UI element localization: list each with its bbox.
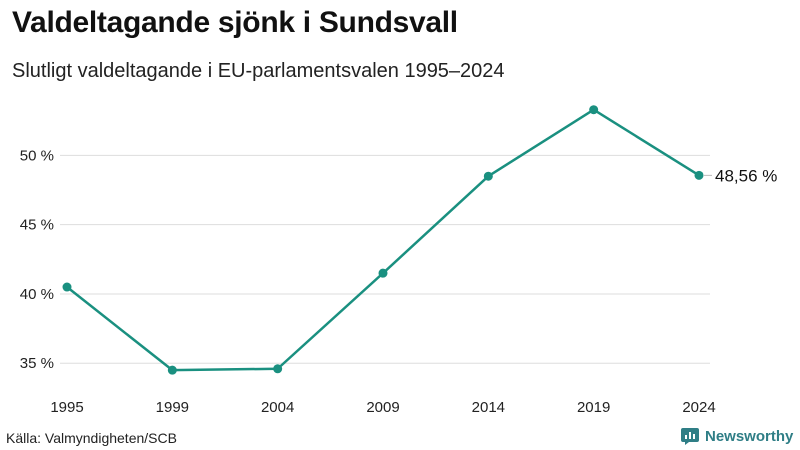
x-tick-label: 2019 [577,399,610,416]
data-point [589,105,599,115]
x-tick-label: 2004 [261,399,294,416]
series-layer [65,108,701,372]
y-tick-label: 50 % [20,147,54,164]
chart-bubble-icon [681,428,699,445]
gridlines [60,154,710,364]
x-axis-labels: 1995 1999 2004 2009 2014 2019 2024 [50,399,715,416]
y-tick-label: 45 % [20,217,54,234]
chart-title: Valdeltagande sjönk i Sundsvall [12,6,458,39]
data-point [378,268,388,278]
chart-subtitle: Slutligt valdeltagande i EU-parlamentsva… [12,60,505,82]
data-point [167,365,177,375]
data-point [273,364,283,374]
annotation-layer: 48,56 % [704,166,777,185]
newsworthy-logo: Newsworthy [680,426,793,446]
x-tick-label: 1999 [156,399,189,416]
source-note: Källa: Valmyndigheten/SCB [6,430,177,446]
data-point [62,282,72,292]
point-layer [62,105,704,375]
x-tick-label: 2014 [472,399,505,416]
data-point [694,170,704,180]
x-tick-label: 1995 [50,399,83,416]
end-value-label: 48,56 % [715,166,777,185]
x-tick-label: 2024 [682,399,715,416]
y-tick-label: 40 % [20,286,54,303]
brand-name: Newsworthy [705,427,794,445]
y-axis-labels: 35 % 40 % 45 % 50 % [20,147,54,372]
x-tick-label: 2009 [366,399,399,416]
series-line [65,108,701,372]
data-point [483,171,493,181]
y-tick-label: 35 % [20,355,54,372]
